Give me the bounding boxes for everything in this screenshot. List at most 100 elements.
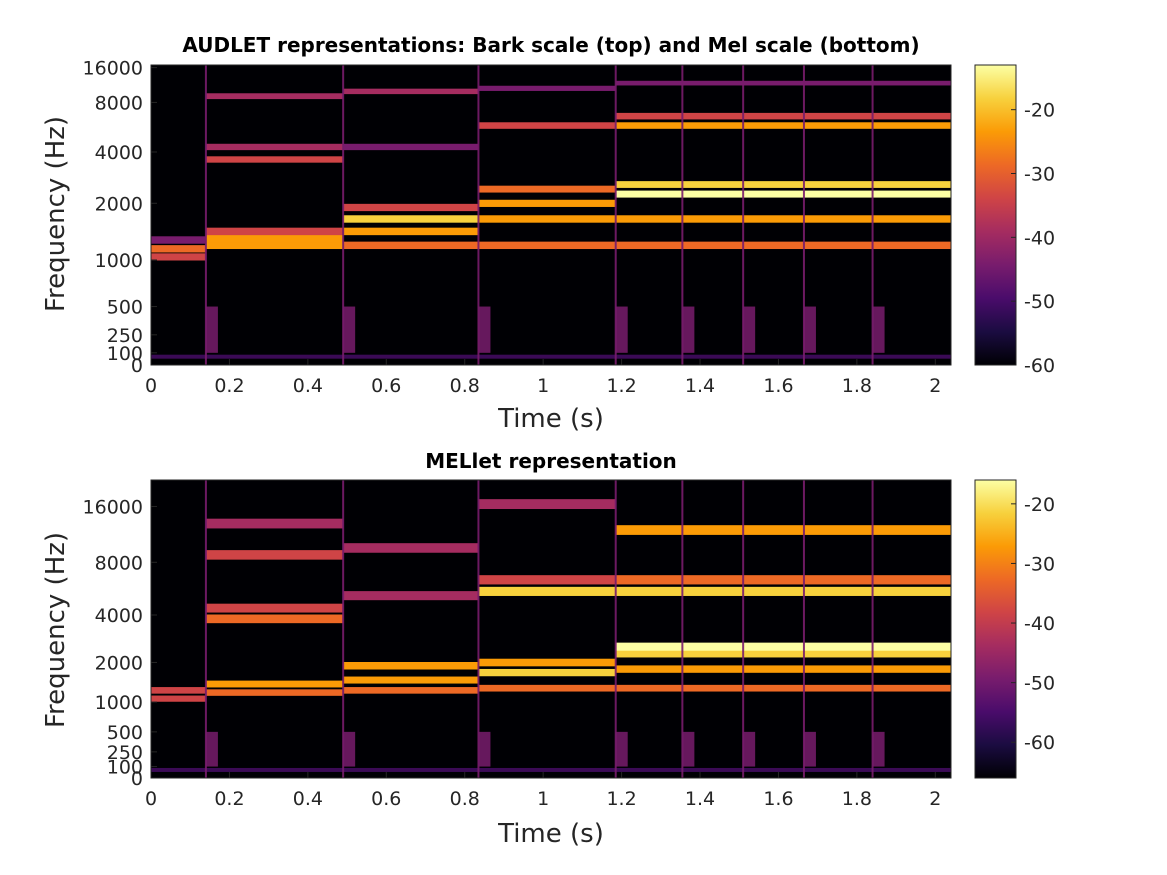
onset-burst [872, 306, 885, 353]
x-tick-label: 0.6 [371, 788, 401, 810]
onset-transient [477, 480, 480, 778]
x-tick-label: 0.6 [371, 375, 401, 397]
x-axis-ticks: 0 0.2 0.4 0.6 0.8 1 1.2 1.4 1.6 1.8 2 [145, 359, 941, 397]
spectral-band [151, 245, 206, 253]
spectral-band [615, 665, 951, 673]
spectral-band [343, 88, 479, 95]
low-frequency-band [151, 354, 951, 359]
onset-burst [205, 731, 218, 767]
onset-transient [614, 65, 617, 365]
onset-transient [342, 480, 345, 778]
spectral-band [615, 181, 951, 188]
onset-transient [204, 65, 207, 365]
spectral-band [205, 603, 344, 613]
y-axis-label: Frequency (Hz) [41, 116, 71, 312]
y-tick-label: 2000 [95, 193, 143, 215]
spectral-band [615, 215, 951, 223]
spectral-band [205, 680, 344, 688]
spectral-band [205, 550, 344, 560]
onset-burst [343, 306, 356, 353]
spectral-band [615, 684, 951, 692]
y-tick-label: 0 [131, 768, 143, 790]
y-tick-label: 4000 [95, 142, 143, 164]
colorbar-gradient [974, 64, 1017, 366]
x-tick-label: 1.2 [606, 375, 636, 397]
y-tick-label: 100 [107, 757, 143, 779]
x-tick-label: 0 [145, 788, 157, 810]
onset-transient [871, 480, 874, 778]
onset-transient [614, 480, 617, 778]
onset-transient [802, 65, 805, 365]
spectral-band [151, 236, 206, 244]
onset-transient [742, 480, 745, 778]
spectral-band [343, 543, 479, 553]
colorbar-tick-label: -60 [1024, 732, 1055, 754]
x-tick-label: 1.6 [763, 375, 793, 397]
onset-transient [871, 65, 874, 365]
x-tick-label: 1 [537, 788, 549, 810]
colorbar-tick-label: -20 [1024, 494, 1055, 516]
onset-burst [478, 731, 491, 767]
spectral-band [615, 112, 951, 120]
y-tick-label: 8000 [95, 552, 143, 574]
onset-transient [681, 480, 684, 778]
x-tick-label: 0.8 [450, 788, 480, 810]
spectral-band [478, 215, 616, 223]
chart-title: MELlet representation [425, 449, 677, 473]
spectral-band [343, 676, 479, 684]
spectral-band [478, 658, 616, 667]
onset-burst [343, 731, 356, 767]
spectral-band [343, 203, 479, 212]
onset-burst [615, 306, 628, 353]
onset-burst [803, 731, 816, 767]
spectral-band [615, 241, 951, 250]
onset-burst [205, 306, 218, 353]
spectral-band [343, 215, 479, 223]
spectral-band [615, 575, 951, 585]
onset-burst [615, 731, 628, 767]
onset-burst [478, 306, 491, 353]
axes-frame [150, 64, 952, 366]
spectral-band [205, 235, 344, 243]
onset-transient [742, 65, 745, 365]
axes-frame [150, 479, 952, 779]
spectral-band [343, 687, 479, 694]
x-tick-label: 1.8 [842, 788, 872, 810]
colorbar-tick-label: -30 [1024, 164, 1055, 186]
y-tick-label: 2000 [95, 652, 143, 674]
colorbar-tick-label: -50 [1024, 291, 1055, 313]
y-tick-label: 8000 [95, 92, 143, 114]
spectral-band [205, 518, 344, 529]
y-tick-label: 100 [107, 343, 143, 365]
y-tick-label: 500 [107, 297, 143, 319]
onset-transient [681, 65, 684, 365]
colorbar-tick-label: -50 [1024, 673, 1055, 695]
spectral-band [478, 668, 616, 677]
spectral-band [478, 241, 616, 250]
x-tick-label: 0.4 [293, 788, 323, 810]
colorbar-tick-label: -20 [1024, 100, 1055, 122]
onset-burst [803, 306, 816, 353]
onset-transient [802, 480, 805, 778]
spectrogram-plot [151, 65, 951, 365]
colorbar: -20 -30 -40 -50 -60 [974, 479, 1055, 779]
panel-top: AUDLET representations: Bark scale (top)… [41, 33, 1055, 434]
x-tick-label: 1 [537, 375, 549, 397]
spectral-band [343, 662, 479, 670]
x-tick-label: 1.6 [763, 788, 793, 810]
onset-burst [682, 306, 695, 353]
spectral-band [205, 241, 344, 250]
colorbar-tick-label: -30 [1024, 553, 1055, 575]
spectral-band [478, 122, 616, 129]
spectral-band [478, 499, 616, 510]
spectral-band [205, 614, 344, 624]
spectral-band [205, 143, 344, 151]
spectral-band [615, 122, 951, 129]
x-tick-label: 1.2 [606, 788, 636, 810]
x-tick-label: 2 [929, 788, 941, 810]
x-tick-label: 0.8 [450, 375, 480, 397]
y-tick-label: 250 [107, 742, 143, 764]
onset-burst [743, 306, 756, 353]
spectral-band [343, 143, 479, 151]
